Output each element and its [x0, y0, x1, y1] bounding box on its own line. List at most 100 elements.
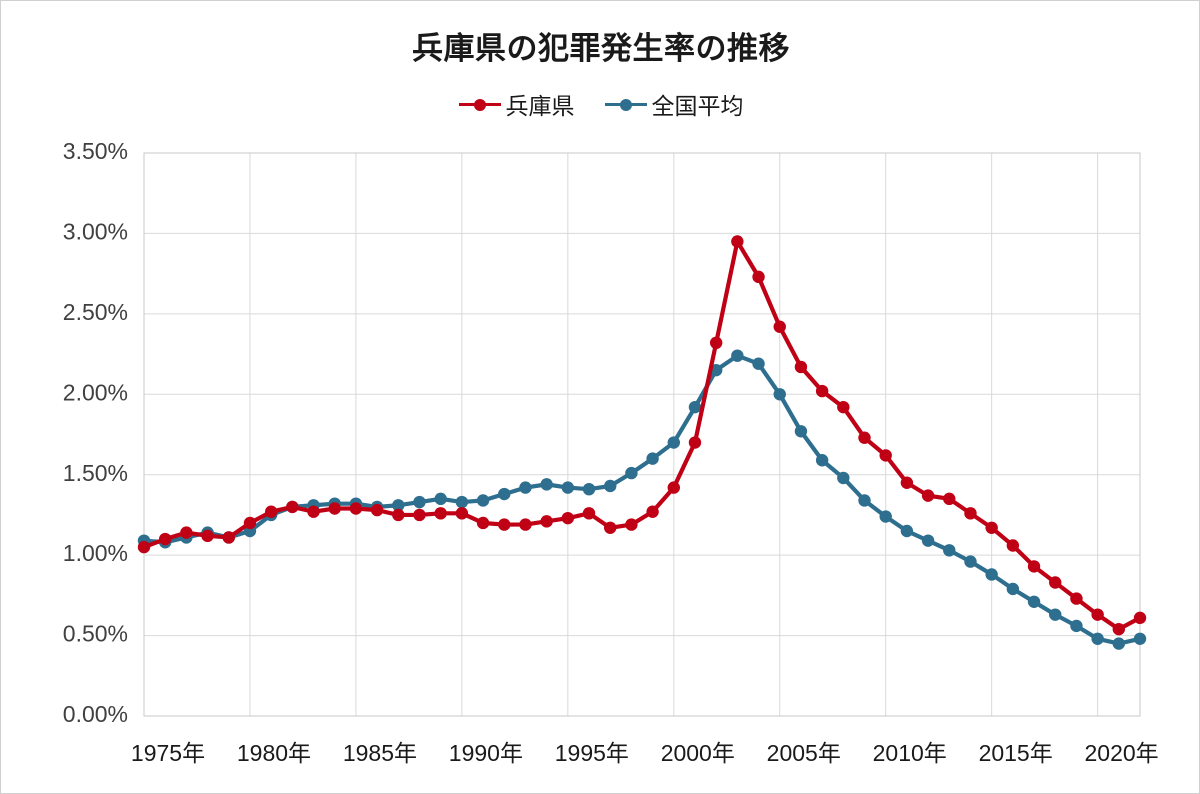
y-tick-label: 1.00%: [63, 540, 128, 566]
data-point-marker: [498, 487, 511, 501]
y-tick-label: 0.00%: [63, 701, 128, 727]
data-point-marker: [964, 507, 977, 520]
data-point-marker: [392, 508, 405, 522]
y-tick-label: 3.00%: [63, 219, 128, 245]
legend-marker-icon-hyogo: [458, 95, 501, 113]
data-point-marker: [561, 511, 575, 525]
data-point-marker: [625, 466, 638, 480]
data-point-marker: [180, 526, 193, 539]
data-point-marker: [1027, 560, 1041, 573]
data-point-marker: [455, 495, 469, 509]
data-point-marker: [307, 505, 320, 518]
data-point-marker: [582, 482, 596, 496]
data-point-marker: [158, 532, 172, 546]
legend-label-national-average: 全国平均: [651, 93, 744, 119]
data-point-marker: [1112, 637, 1126, 650]
legend-label-hyogo: 兵庫県: [505, 93, 575, 119]
data-point-marker: [476, 516, 490, 530]
data-point-marker: [1091, 608, 1104, 621]
data-point-marker: [1112, 622, 1126, 636]
y-tick-label: 0.50%: [63, 621, 128, 647]
data-point-marker: [1133, 632, 1147, 645]
x-tick-label: 2005年: [767, 740, 841, 766]
data-point-marker: [498, 518, 511, 531]
data-point-marker: [286, 500, 299, 514]
data-point-marker: [815, 454, 829, 467]
plot-border: [143, 152, 1141, 717]
data-point-marker: [943, 492, 956, 506]
data-point-marker: [731, 235, 744, 248]
data-point-marker: [1006, 539, 1020, 552]
data-point-marker: [646, 452, 659, 465]
data-point-marker: [879, 449, 892, 462]
data-point-marker: [1006, 582, 1020, 596]
data-point-marker: [222, 531, 235, 544]
data-point-marker: [582, 507, 596, 520]
x-tick-label: 1990年: [449, 740, 523, 766]
data-point-marker: [434, 492, 447, 506]
data-point-marker: [1070, 619, 1083, 633]
data-point-marker: [540, 515, 553, 528]
data-point-marker: [392, 499, 405, 512]
data-point-marker: [540, 478, 553, 491]
x-tick-label: 2010年: [873, 740, 947, 766]
data-series-group: [137, 235, 1147, 650]
data-point-marker: [264, 505, 278, 518]
data-point-marker: [921, 489, 935, 502]
data-point-marker: [604, 521, 617, 534]
data-point-marker: [646, 505, 659, 518]
data-point-marker: [752, 357, 765, 370]
data-point-marker: [1049, 576, 1062, 589]
data-point-marker: [625, 518, 638, 531]
data-point-marker: [561, 481, 575, 494]
data-point-marker: [709, 336, 723, 350]
x-tick-label: 2000年: [661, 740, 735, 766]
plot-frame: [143, 152, 1141, 717]
legend-item-national-average[interactable]: 全国平均: [604, 87, 744, 121]
x-tick-label: 2020年: [1085, 740, 1159, 766]
legend-item-hyogo[interactable]: 兵庫県: [458, 87, 575, 121]
x-tick-label: 1995年: [555, 740, 629, 766]
data-point-marker: [815, 384, 829, 398]
x-tick-label: 1975年: [131, 740, 205, 766]
y-tick-label: 2.00%: [63, 379, 128, 405]
data-point-marker: [243, 516, 257, 530]
x-axis-tick-labels: 1975年 1980年 1985年 1990年 1995年 2000年 2005年 2010年…: [131, 740, 1159, 766]
series-line: [141, 353, 1143, 646]
data-point-marker: [773, 320, 786, 333]
data-point-marker: [837, 400, 850, 414]
data-point-marker: [455, 507, 469, 520]
data-point-marker: [434, 507, 447, 520]
y-tick-label: 1.50%: [63, 460, 128, 486]
data-point-marker: [604, 479, 617, 493]
data-point-marker: [1091, 632, 1104, 645]
data-point-marker: [773, 388, 786, 401]
data-point-marker: [858, 494, 871, 507]
data-point-marker: [688, 400, 702, 414]
data-point-marker: [794, 360, 808, 374]
data-point-marker: [1070, 592, 1083, 605]
data-point-marker: [328, 502, 341, 515]
x-tick-label: 1980年: [237, 740, 311, 766]
data-point-marker: [519, 481, 532, 494]
legend-marker-icon-national-average: [604, 95, 647, 113]
data-point-marker: [349, 502, 363, 515]
y-tick-label: 3.50%: [63, 138, 128, 164]
data-point-marker: [370, 503, 384, 517]
data-point-marker: [201, 529, 214, 543]
data-point-marker: [519, 518, 532, 531]
data-point-marker: [413, 508, 426, 522]
data-point-marker: [137, 540, 151, 554]
data-point-marker: [837, 471, 850, 485]
data-point-marker: [921, 534, 935, 547]
x-tick-label: 2015年: [979, 740, 1053, 766]
data-point-marker: [794, 425, 808, 438]
chart-legend: 兵庫県 全国平均: [1, 87, 1199, 121]
data-point-marker: [943, 544, 956, 557]
data-point-marker: [752, 270, 765, 284]
data-point-marker: [879, 510, 892, 523]
gridlines: [143, 152, 1140, 717]
data-point-marker: [476, 494, 490, 507]
